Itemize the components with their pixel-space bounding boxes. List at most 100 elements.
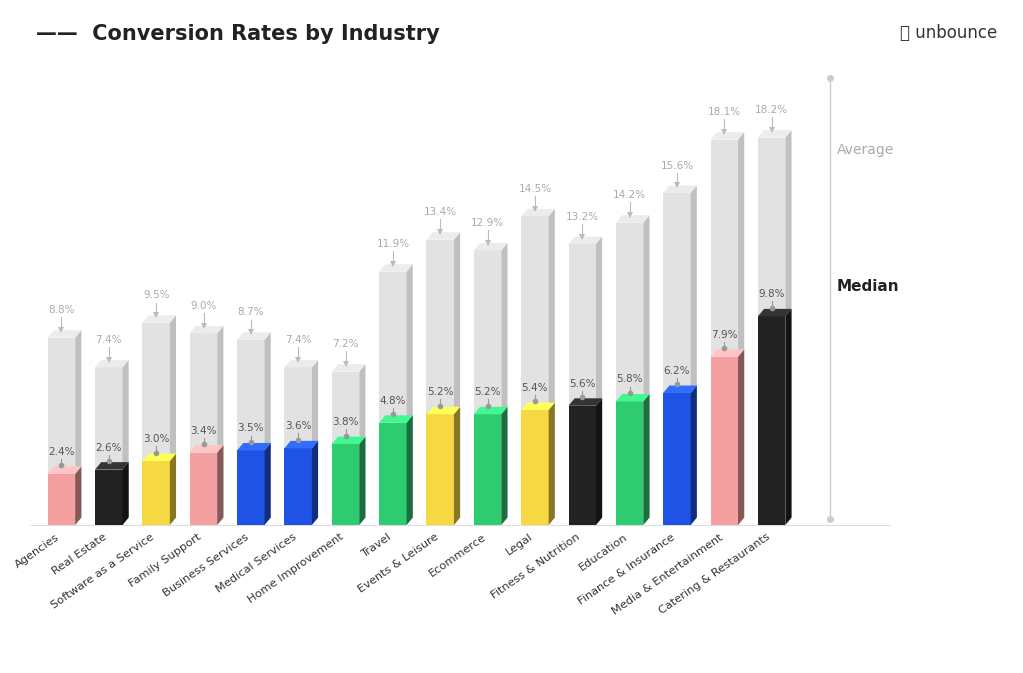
Polygon shape bbox=[501, 406, 507, 525]
Polygon shape bbox=[190, 326, 223, 333]
Polygon shape bbox=[569, 398, 603, 406]
Polygon shape bbox=[427, 415, 454, 525]
Polygon shape bbox=[521, 209, 554, 216]
Polygon shape bbox=[711, 357, 738, 525]
Polygon shape bbox=[548, 209, 554, 525]
Text: 9.8%: 9.8% bbox=[758, 289, 785, 299]
Polygon shape bbox=[380, 423, 406, 525]
Polygon shape bbox=[691, 186, 697, 525]
Text: 12.9%: 12.9% bbox=[471, 218, 504, 228]
Polygon shape bbox=[786, 309, 792, 525]
Polygon shape bbox=[284, 360, 318, 367]
Polygon shape bbox=[237, 443, 271, 450]
Polygon shape bbox=[331, 364, 365, 371]
Polygon shape bbox=[501, 243, 507, 525]
Polygon shape bbox=[380, 272, 406, 525]
Text: 8.7%: 8.7% bbox=[237, 308, 264, 318]
Polygon shape bbox=[663, 186, 697, 193]
Polygon shape bbox=[596, 236, 603, 525]
Text: 13.4%: 13.4% bbox=[424, 207, 457, 217]
Polygon shape bbox=[738, 349, 744, 525]
Polygon shape bbox=[758, 316, 786, 525]
Polygon shape bbox=[123, 462, 129, 525]
Polygon shape bbox=[48, 338, 76, 525]
Polygon shape bbox=[616, 402, 643, 525]
Polygon shape bbox=[48, 466, 82, 474]
Polygon shape bbox=[95, 462, 129, 470]
Polygon shape bbox=[474, 415, 501, 525]
Polygon shape bbox=[190, 333, 217, 525]
Polygon shape bbox=[284, 367, 312, 525]
Polygon shape bbox=[569, 236, 603, 244]
Text: Median: Median bbox=[837, 279, 899, 295]
Polygon shape bbox=[474, 250, 501, 525]
Text: 7.4%: 7.4% bbox=[95, 335, 122, 345]
Text: 5.8%: 5.8% bbox=[617, 374, 642, 384]
Polygon shape bbox=[142, 315, 176, 323]
Text: 11.9%: 11.9% bbox=[376, 240, 409, 249]
Polygon shape bbox=[331, 437, 365, 444]
Polygon shape bbox=[427, 240, 454, 525]
Text: 3.8%: 3.8% bbox=[332, 417, 359, 427]
Polygon shape bbox=[663, 193, 691, 525]
Text: 14.2%: 14.2% bbox=[613, 190, 647, 201]
Polygon shape bbox=[663, 393, 691, 525]
Polygon shape bbox=[142, 454, 176, 461]
Polygon shape bbox=[284, 441, 318, 448]
Text: 5.2%: 5.2% bbox=[475, 387, 501, 397]
Polygon shape bbox=[380, 264, 412, 272]
Polygon shape bbox=[711, 132, 744, 140]
Polygon shape bbox=[95, 360, 129, 367]
Text: 18.2%: 18.2% bbox=[755, 105, 788, 115]
Polygon shape bbox=[643, 215, 650, 525]
Text: 14.5%: 14.5% bbox=[519, 184, 551, 194]
Polygon shape bbox=[95, 470, 123, 525]
Polygon shape bbox=[711, 140, 738, 525]
Polygon shape bbox=[454, 232, 460, 525]
Polygon shape bbox=[142, 461, 170, 525]
Polygon shape bbox=[616, 223, 643, 525]
Polygon shape bbox=[359, 364, 365, 525]
Polygon shape bbox=[331, 371, 359, 525]
Polygon shape bbox=[190, 445, 223, 452]
Polygon shape bbox=[616, 394, 650, 402]
Polygon shape bbox=[521, 402, 554, 410]
Polygon shape bbox=[312, 360, 318, 525]
Polygon shape bbox=[474, 406, 507, 415]
Text: 2.6%: 2.6% bbox=[95, 443, 122, 452]
Polygon shape bbox=[663, 386, 697, 393]
Text: 2.4%: 2.4% bbox=[48, 447, 75, 457]
Polygon shape bbox=[758, 130, 792, 137]
Polygon shape bbox=[331, 444, 359, 525]
Polygon shape bbox=[427, 406, 460, 415]
Polygon shape bbox=[569, 406, 596, 525]
Polygon shape bbox=[123, 360, 129, 525]
Polygon shape bbox=[312, 441, 318, 525]
Polygon shape bbox=[569, 244, 596, 525]
Polygon shape bbox=[237, 450, 265, 525]
Polygon shape bbox=[284, 448, 312, 525]
Polygon shape bbox=[738, 132, 744, 525]
Text: 3.4%: 3.4% bbox=[190, 425, 217, 435]
Polygon shape bbox=[142, 323, 170, 525]
Polygon shape bbox=[190, 452, 217, 525]
Polygon shape bbox=[48, 474, 76, 525]
Polygon shape bbox=[265, 443, 271, 525]
Text: 5.4%: 5.4% bbox=[522, 383, 548, 393]
Text: 5.2%: 5.2% bbox=[427, 387, 453, 397]
Polygon shape bbox=[380, 415, 412, 423]
Polygon shape bbox=[521, 216, 548, 525]
Polygon shape bbox=[95, 367, 123, 525]
Text: 3.0%: 3.0% bbox=[143, 434, 170, 444]
Polygon shape bbox=[359, 437, 365, 525]
Polygon shape bbox=[76, 466, 82, 525]
Polygon shape bbox=[474, 243, 507, 250]
Polygon shape bbox=[237, 332, 271, 340]
Polygon shape bbox=[48, 330, 82, 338]
Polygon shape bbox=[237, 340, 265, 525]
Polygon shape bbox=[76, 330, 82, 525]
Polygon shape bbox=[170, 315, 176, 525]
Polygon shape bbox=[427, 232, 460, 240]
Text: 13.2%: 13.2% bbox=[566, 211, 598, 221]
Text: 7.4%: 7.4% bbox=[285, 335, 311, 345]
